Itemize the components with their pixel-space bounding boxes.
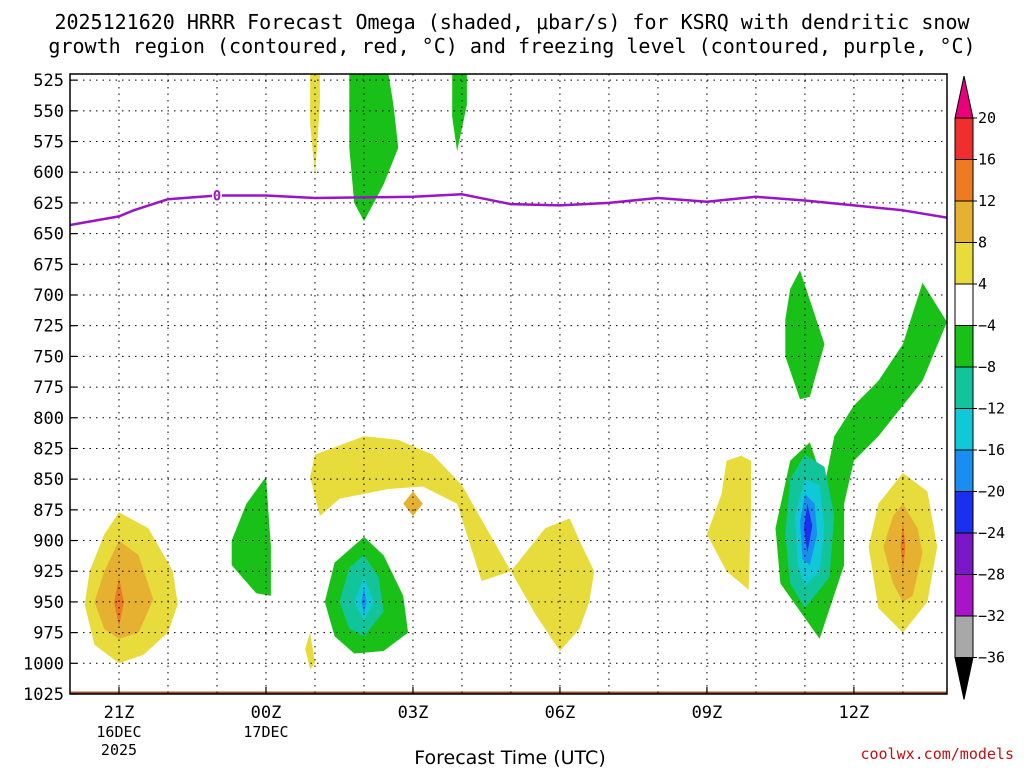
colorbar-label: 20 <box>978 109 996 127</box>
credit-text: coolwx.com/models <box>860 745 1014 763</box>
colorbar-segment <box>954 200 974 243</box>
x-tick-label: 03Z <box>398 703 429 723</box>
colorbar-segment <box>954 159 974 202</box>
title-line-2: growth region (contoured, red, °C) and f… <box>48 34 975 58</box>
colorbar-segment <box>954 242 974 285</box>
y-tick-label: 525 <box>33 71 64 91</box>
ground-strip <box>70 691 947 694</box>
y-tick-label: 825 <box>33 439 64 459</box>
colorbar-label: −4 <box>978 317 996 335</box>
x-tick-label: 12Z <box>839 703 870 723</box>
colorbar-segment <box>954 491 974 534</box>
y-tick-label: 950 <box>33 593 64 613</box>
colorbar-arrow-top <box>954 75 974 119</box>
colorbar-segment <box>954 325 974 368</box>
colorbar: 20 16 12 8 4 −4 −8 −12 −16 −20 −24 −28 −32 −36 <box>954 75 1005 700</box>
colorbar-segment <box>954 117 974 160</box>
omega-region-7 <box>510 518 595 651</box>
y-tick-label: 550 <box>33 102 64 122</box>
omega-region-12 <box>310 74 320 176</box>
y-tick-label: 575 <box>33 133 64 153</box>
colorbar-segment <box>954 449 974 492</box>
y-tick-label: 875 <box>33 501 64 521</box>
y-tick-label: 725 <box>33 317 64 337</box>
colorbar-label: −32 <box>978 607 1005 625</box>
colorbar-segment <box>954 615 974 658</box>
colorbar-segment <box>954 283 974 326</box>
y-tick-label: 625 <box>33 194 64 214</box>
colorbar-label: −12 <box>978 400 1005 418</box>
omega-shading <box>84 74 947 670</box>
freezing-level-line <box>70 193 947 227</box>
y-tick-label: 700 <box>33 286 64 306</box>
omega-region-3 <box>231 476 271 596</box>
freezing-level-label: 0 <box>213 189 221 205</box>
colorbar-segment <box>954 366 974 409</box>
colorbar-label: −36 <box>978 649 1005 667</box>
y-tick-label: 675 <box>33 255 64 275</box>
omega-region-15 <box>706 455 751 590</box>
x-date-label: 16DEC <box>96 723 141 741</box>
freezing-level-label-bg <box>211 187 222 202</box>
colorbar-segment <box>954 532 974 575</box>
omega-region-24 <box>900 522 906 572</box>
x-date-label: 17DEC <box>243 723 288 741</box>
colorbar-segment <box>954 408 974 451</box>
colorbar-label: −24 <box>978 524 1005 542</box>
omega-region-4 <box>310 436 511 581</box>
y-tick-label: 975 <box>33 624 64 644</box>
y-tick-label: 925 <box>33 562 64 582</box>
y-tick-label: 1025 <box>23 685 64 705</box>
y-tick-label: 900 <box>33 532 64 552</box>
terrain-strip <box>70 691 947 694</box>
colorbar-label: 16 <box>978 151 996 169</box>
x-tick-label: 06Z <box>545 703 576 723</box>
colorbar-label: 8 <box>978 234 987 252</box>
colorbar-arrow-bottom <box>954 657 974 700</box>
omega-region-1 <box>94 540 154 639</box>
plot-frame <box>69 73 948 695</box>
colorbar-label: −8 <box>978 358 996 376</box>
colorbar-label: 4 <box>978 275 987 293</box>
colorbar-label: −16 <box>978 441 1005 459</box>
x-axis-label: Forecast Time (UTC) <box>414 747 605 768</box>
y-tick-label: 750 <box>33 347 64 367</box>
x-tick-label: 00Z <box>251 703 282 723</box>
colorbar-label: −20 <box>978 483 1005 501</box>
freezing-level-contour: 0 <box>70 187 947 227</box>
colorbar-label: −28 <box>978 566 1005 584</box>
x-year-label: 2025 <box>101 741 137 759</box>
y-tick-label: 850 <box>33 470 64 490</box>
x-tick-label: 21Z <box>104 703 135 723</box>
y-tick-label: 600 <box>33 163 64 183</box>
y-tick-label: 650 <box>33 225 64 245</box>
x-tick-label: 09Z <box>692 703 723 723</box>
omega-region-13 <box>349 74 399 222</box>
omega-region-6 <box>305 632 315 670</box>
title-line-1: 2025121620 HRRR Forecast Omega (shaded, … <box>54 10 970 34</box>
y-tick-label: 1000 <box>23 654 64 674</box>
colorbar-label: 12 <box>978 192 996 210</box>
omega-region-14 <box>452 74 467 152</box>
y-tick-label: 775 <box>33 378 64 398</box>
colorbar-segment <box>954 574 974 617</box>
y-axis: 525 550 575 600 625 650 675 700 725 750 775 800 825 8… <box>23 71 77 705</box>
y-tick-label: 800 <box>33 409 64 429</box>
plot-area: 0 <box>69 73 948 695</box>
